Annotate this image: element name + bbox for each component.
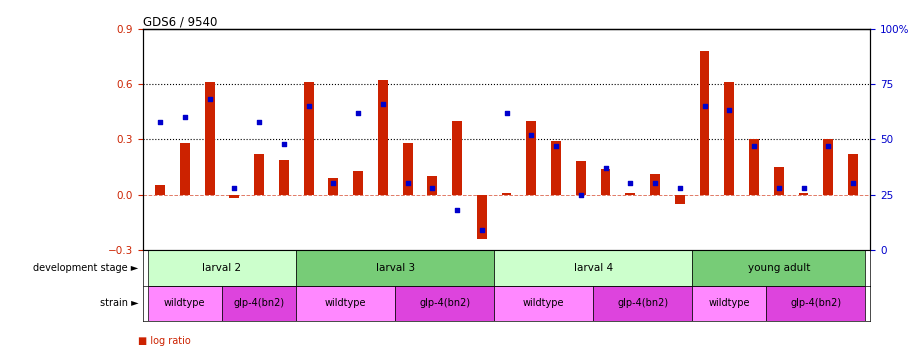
Point — [697, 103, 712, 109]
Point — [425, 185, 439, 191]
Bar — [724, 82, 734, 195]
Text: larval 2: larval 2 — [203, 263, 241, 273]
Bar — [700, 51, 709, 195]
Bar — [402, 143, 413, 195]
Bar — [297, 250, 495, 286]
Point — [474, 227, 489, 233]
Bar — [495, 250, 693, 286]
Bar — [304, 82, 313, 195]
Bar — [155, 185, 165, 195]
Bar — [675, 195, 684, 204]
Bar — [766, 286, 866, 321]
Point — [449, 207, 464, 213]
Bar — [204, 82, 215, 195]
Bar — [180, 143, 190, 195]
Bar — [551, 141, 561, 195]
Bar — [477, 195, 487, 239]
Bar — [279, 160, 289, 195]
Text: wildtype: wildtype — [523, 298, 565, 308]
Bar — [427, 176, 437, 195]
Point — [524, 132, 539, 138]
Bar — [526, 121, 536, 195]
Point — [821, 143, 835, 149]
Text: wildtype: wildtype — [164, 298, 205, 308]
Text: glp-4(bn2): glp-4(bn2) — [790, 298, 842, 308]
Text: glp-4(bn2): glp-4(bn2) — [617, 298, 669, 308]
Point — [747, 143, 762, 149]
Point — [598, 165, 612, 171]
Bar — [502, 193, 511, 195]
Text: strain ►: strain ► — [99, 298, 138, 308]
Point — [499, 110, 514, 116]
Bar — [774, 167, 784, 195]
Bar — [823, 139, 834, 195]
Point — [153, 119, 168, 124]
Bar — [749, 139, 759, 195]
Text: larval 3: larval 3 — [376, 263, 414, 273]
Point — [647, 181, 662, 186]
Bar — [222, 286, 297, 321]
Point — [203, 96, 217, 102]
Point — [376, 101, 391, 107]
Point — [722, 107, 737, 113]
Text: ■ log ratio: ■ log ratio — [138, 336, 191, 346]
Text: GDS6 / 9540: GDS6 / 9540 — [143, 16, 217, 29]
Text: wildtype: wildtype — [708, 298, 750, 308]
Point — [251, 119, 266, 124]
Bar — [693, 250, 866, 286]
Bar — [600, 169, 611, 195]
Text: glp-4(bn2): glp-4(bn2) — [234, 298, 285, 308]
Point — [227, 185, 241, 191]
Bar — [147, 250, 297, 286]
Bar — [799, 193, 809, 195]
Bar — [254, 154, 264, 195]
Point — [301, 103, 316, 109]
Point — [574, 192, 589, 197]
Text: development stage ►: development stage ► — [33, 263, 138, 273]
Bar — [576, 161, 586, 195]
Bar — [229, 195, 239, 198]
Bar — [147, 286, 222, 321]
Point — [772, 185, 787, 191]
Bar — [329, 178, 338, 195]
Text: larval 4: larval 4 — [574, 263, 612, 273]
Bar — [297, 286, 395, 321]
Bar — [353, 171, 363, 195]
Point — [549, 143, 564, 149]
Point — [326, 181, 341, 186]
Point — [351, 110, 366, 116]
Point — [178, 114, 192, 120]
Bar — [848, 154, 858, 195]
Point — [276, 141, 291, 146]
Bar — [593, 286, 693, 321]
Point — [845, 181, 860, 186]
Point — [401, 181, 415, 186]
Bar — [452, 121, 462, 195]
Bar — [693, 286, 766, 321]
Bar — [395, 286, 495, 321]
Point — [672, 185, 687, 191]
Text: wildtype: wildtype — [325, 298, 367, 308]
Point — [623, 181, 637, 186]
Text: young adult: young adult — [748, 263, 810, 273]
Bar — [378, 80, 388, 195]
Bar — [650, 174, 660, 195]
Bar — [625, 193, 635, 195]
Text: glp-4(bn2): glp-4(bn2) — [419, 298, 471, 308]
Bar — [495, 286, 593, 321]
Point — [796, 185, 810, 191]
